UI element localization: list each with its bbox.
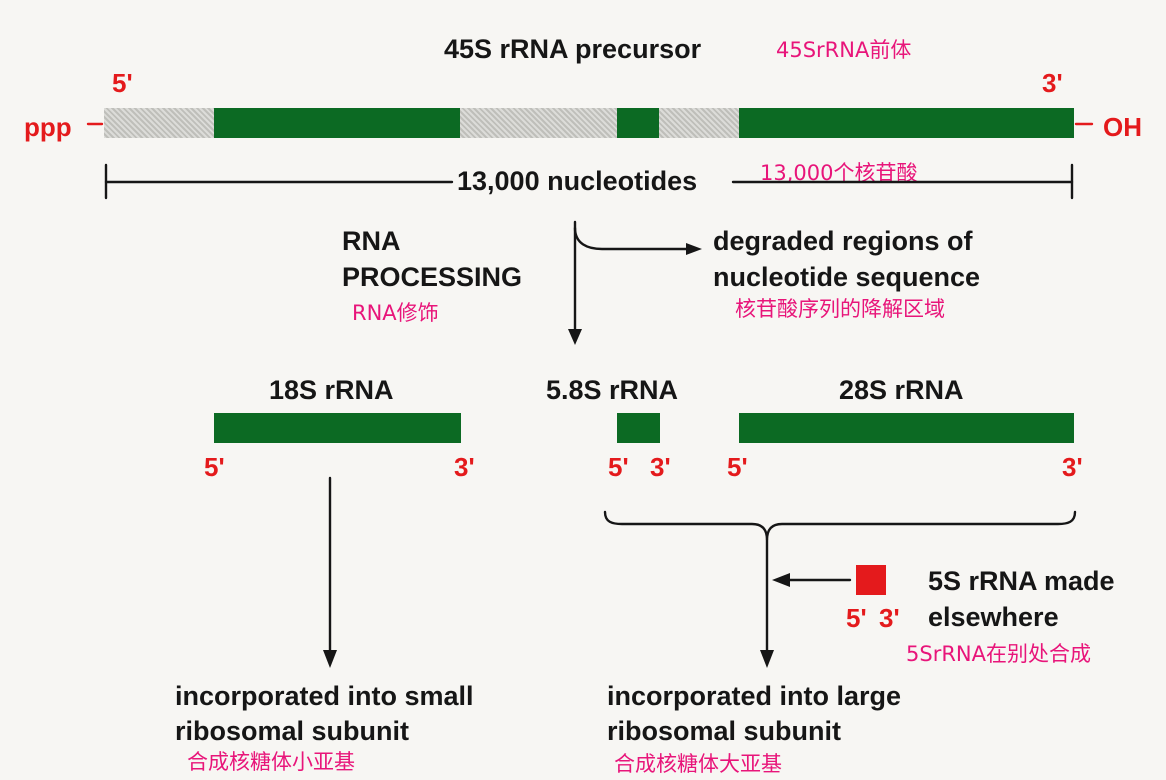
processing-label-line1: RNA xyxy=(342,226,401,256)
label-18s: 18S rRNA xyxy=(269,375,394,405)
label-28s: 28S rRNA xyxy=(839,375,964,405)
processing-arrowhead xyxy=(568,329,582,345)
degraded-label-line1: degraded regions of xyxy=(713,226,973,256)
r5s-arrowhead xyxy=(772,573,790,587)
length-label: 13,000 nucleotides xyxy=(453,166,702,197)
r5s-5prime: 5' xyxy=(846,603,867,633)
precursor-title: 45S rRNA precursor xyxy=(444,34,702,64)
bar-28s xyxy=(739,413,1074,443)
label-5-8s: 5.8S rRNA xyxy=(546,375,679,405)
degraded-branch-curve xyxy=(573,226,690,251)
connectors xyxy=(86,122,1094,654)
r5s-label-line1: 5S rRNA made xyxy=(928,566,1115,596)
r5s-label-line2: elsewhere xyxy=(928,602,1059,632)
degraded-label-cn: 核苷酸序列的降解区域 xyxy=(735,297,945,321)
processing-label-cn: RNA修饰 xyxy=(352,301,439,325)
r5s-3prime: 3' xyxy=(879,603,900,633)
large-subunit-line1: incorporated into large xyxy=(607,681,902,711)
end-28s-5prime: 5' xyxy=(727,452,748,482)
small-subunit-arrowhead xyxy=(323,650,337,668)
small-subunit-line2: ribosomal subunit xyxy=(175,716,410,746)
large-subunit-line2: ribosomal subunit xyxy=(607,716,842,746)
large-subunit-arrowhead xyxy=(760,650,774,668)
small-subunit-line1: incorporated into small xyxy=(175,681,474,711)
bar-18s xyxy=(214,413,461,443)
precursor-5prime-label: 5' xyxy=(112,68,133,98)
end-5-8s-3prime: 3' xyxy=(650,452,671,482)
precursor-title-cn: 45SrRNA前体 xyxy=(776,38,912,62)
arrowheads xyxy=(323,243,790,668)
degraded-label-line2: nucleotide sequence xyxy=(713,262,981,292)
oh-label: OH xyxy=(1103,112,1142,142)
small-subunit-cn: 合成核糖体小亚基 xyxy=(187,750,355,774)
large-subunit-cn: 合成核糖体大亚基 xyxy=(614,752,782,776)
large-bracket xyxy=(603,510,1077,541)
precursor-18s-region xyxy=(214,108,460,138)
end-28s-3prime: 3' xyxy=(1062,452,1083,482)
precursor-3prime-label: 3' xyxy=(1042,68,1063,98)
r5s-label-cn: 5SrRNA在别处合成 xyxy=(906,642,1091,666)
end-18s-3prime: 3' xyxy=(454,452,475,482)
degraded-arrowhead xyxy=(686,243,702,255)
precursor-spacer-5prime xyxy=(104,108,214,138)
ppp-label: ppp xyxy=(24,112,72,142)
precursor-spacer-internal-1 xyxy=(460,108,617,138)
processing-label-line2: PROCESSING xyxy=(342,262,523,292)
end-18s-5prime: 5' xyxy=(204,452,225,482)
precursor-spacer-internal-2 xyxy=(659,108,739,138)
end-5-8s-5prime: 5' xyxy=(608,452,629,482)
precursor-5-8s-region xyxy=(617,108,659,138)
r5s-square xyxy=(856,565,886,595)
precursor-28s-region xyxy=(739,108,1074,138)
bar-5-8s xyxy=(617,413,660,443)
